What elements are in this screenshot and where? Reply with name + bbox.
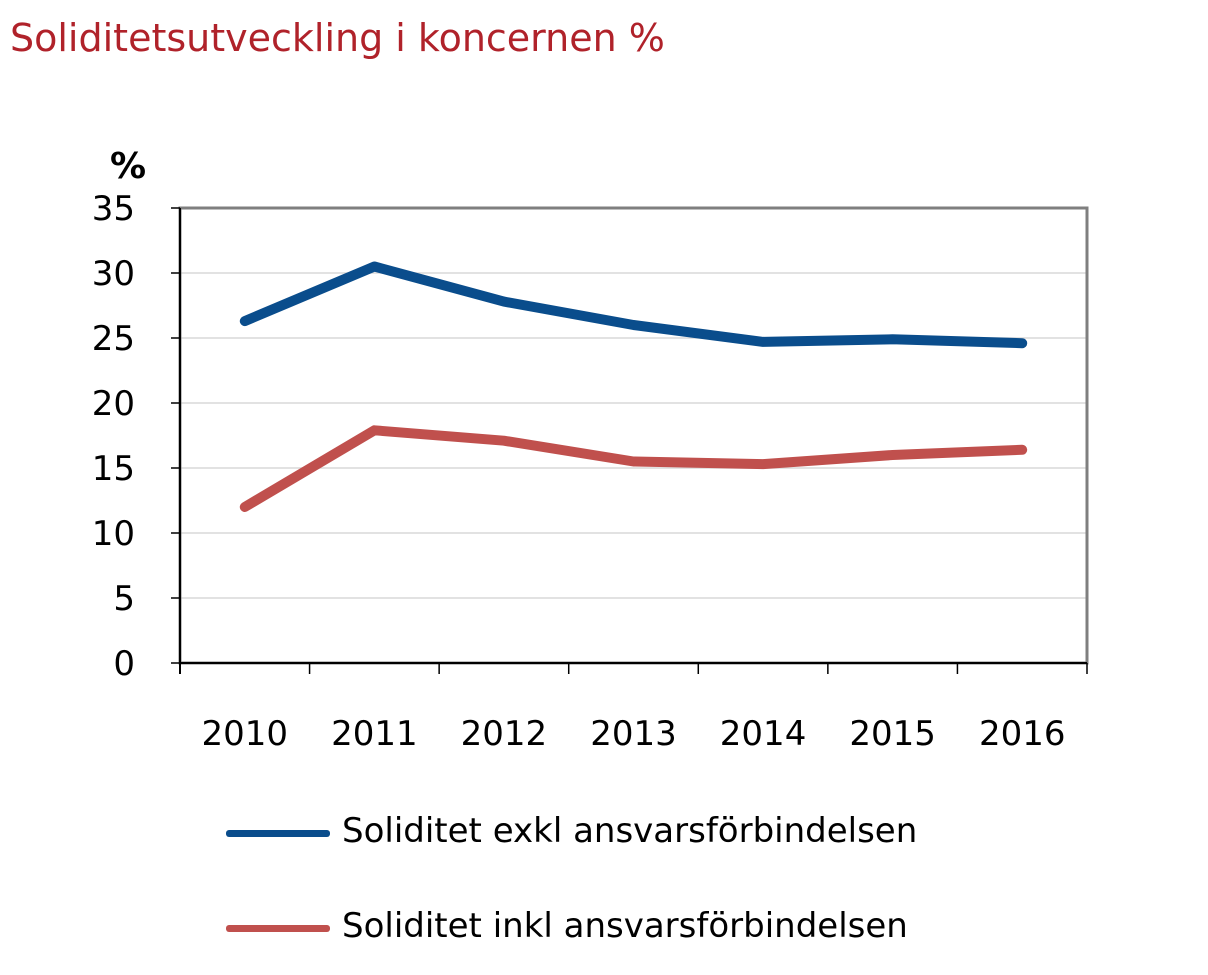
legend-label-exkl: Soliditet exkl ansvarsförbindelsen [342, 811, 918, 851]
x-tick-labels: 2010 2011 2012 2013 2014 2015 2016 [202, 714, 1066, 754]
plot-area-frame [178, 206, 1089, 665]
series-line-0 [239, 261, 1028, 349]
y-tick-label-10: 10 [92, 514, 135, 554]
legend-swatch-inkl [226, 925, 330, 932]
x-tick-label-2014: 2014 [720, 714, 807, 754]
y-tick-labels: 0 5 10 15 20 25 30 35 [92, 189, 135, 684]
gridlines [180, 272, 1087, 599]
y-tick-label-0: 0 [113, 644, 135, 684]
legend-item-inkl: Soliditet inkl ansvarsförbindelsen [226, 900, 986, 960]
y-tick-label-35: 35 [92, 189, 135, 229]
series-lines [239, 261, 1028, 512]
x-tick-label-2016: 2016 [979, 714, 1066, 754]
y-tick-label-30: 30 [92, 254, 135, 294]
x-tick-label-2012: 2012 [461, 714, 548, 754]
y-tick-label-25: 25 [92, 319, 135, 359]
y-tick-label-20: 20 [92, 384, 135, 424]
legend-item-exkl: Soliditet exkl ansvarsförbindelsen [226, 805, 986, 865]
y-tick-label-5: 5 [113, 579, 135, 619]
legend-swatch-exkl [226, 830, 330, 837]
axes [171, 207, 1088, 674]
x-tick-label-2015: 2015 [849, 714, 936, 754]
chart-title: Soliditetsutveckling i koncernen % [10, 16, 665, 60]
x-tick-label-2013: 2013 [590, 714, 677, 754]
x-tick-label-2010: 2010 [202, 714, 289, 754]
y-axis-label: % [110, 146, 147, 187]
x-tick-label-2011: 2011 [331, 714, 418, 754]
y-tick-label-15: 15 [92, 449, 135, 489]
legend-label-inkl: Soliditet inkl ansvarsförbindelsen [342, 906, 908, 946]
